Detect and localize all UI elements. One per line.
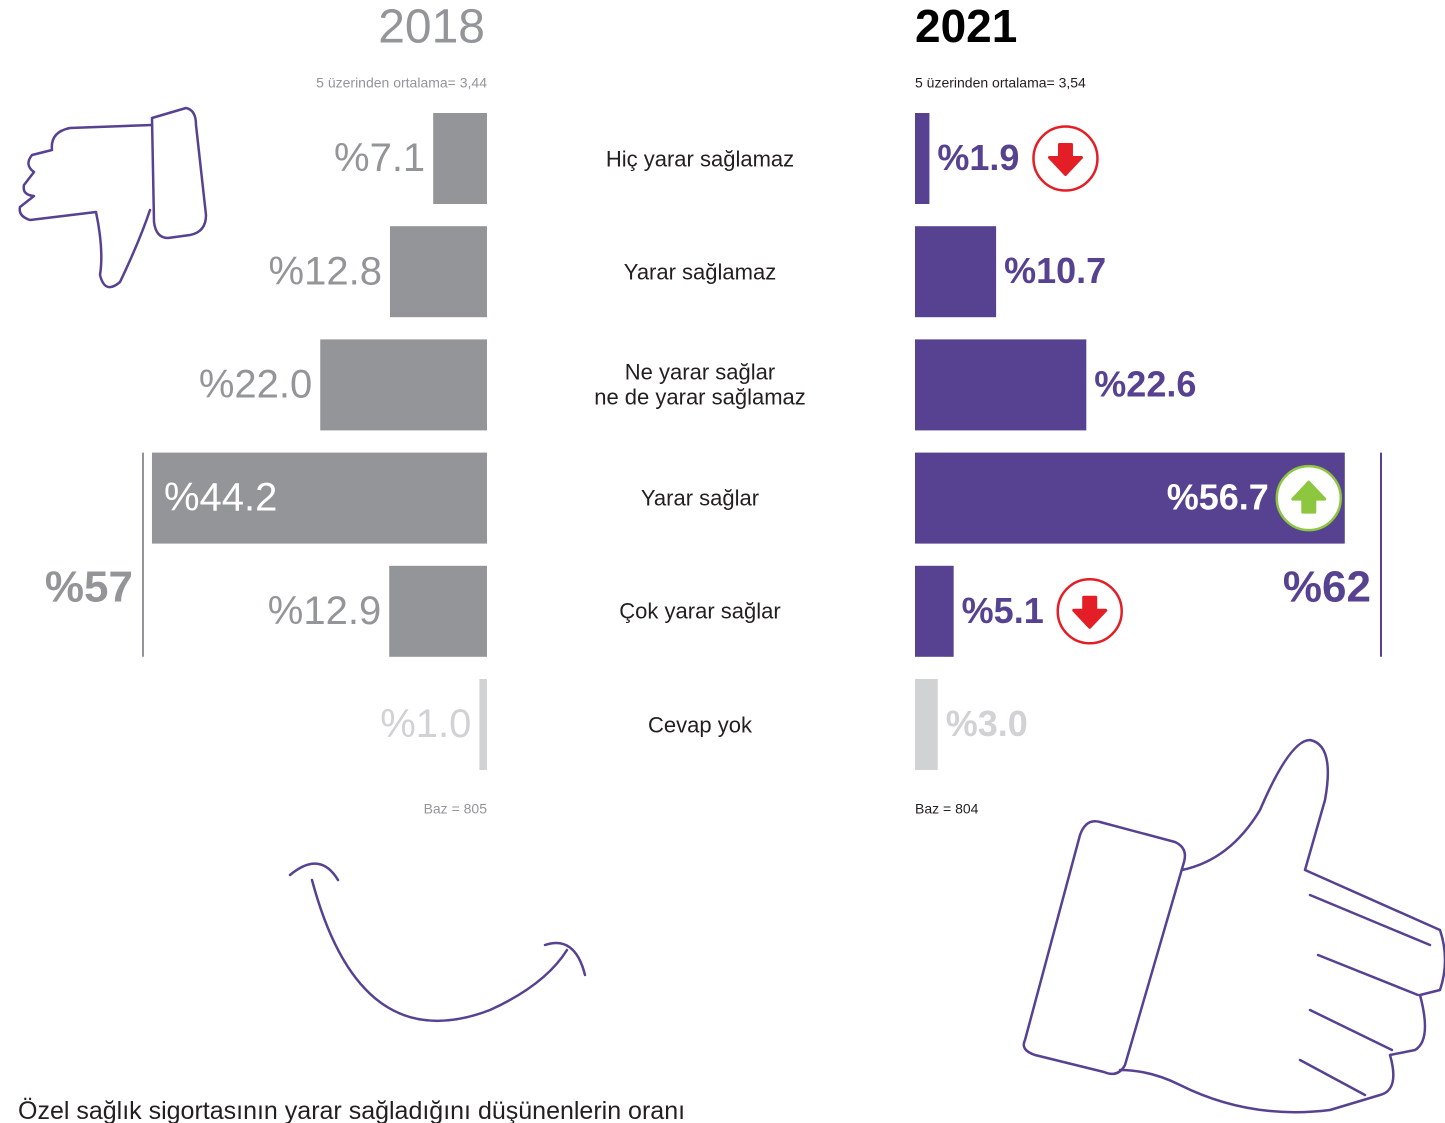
bar xyxy=(389,226,487,318)
bar xyxy=(915,226,997,318)
bar xyxy=(915,339,1087,431)
value-label: %5.1 xyxy=(962,590,1044,631)
base-note: Baz = 804 xyxy=(915,801,979,817)
bar xyxy=(433,113,487,204)
bar xyxy=(915,565,954,657)
smile xyxy=(288,862,587,1023)
chart-title: 2021 xyxy=(915,0,1017,52)
value-label: %22.0 xyxy=(199,362,312,406)
caption: Özel sağlık sigortasının yarar sağladığı… xyxy=(18,1097,686,1123)
chart-title: 2018 xyxy=(378,1,485,54)
chart-subtitle: 5 üzerinden ortalama= 3,54 xyxy=(915,75,1086,91)
bar xyxy=(915,679,938,770)
icon-arrow xyxy=(1047,143,1083,176)
value-label: %1.9 xyxy=(937,137,1019,178)
chart-subtitle: 5 üzerinden ortalama= 3,44 xyxy=(316,75,487,91)
thumb-down xyxy=(18,123,154,289)
value-label: %12.9 xyxy=(268,589,381,633)
category-label: Cevap yok xyxy=(648,711,752,737)
bar xyxy=(915,452,1345,544)
value-label: %56.7 xyxy=(1167,477,1269,518)
category-label: Yarar sağlamaz xyxy=(623,259,777,285)
thumb-up xyxy=(1118,738,1445,1114)
trend-up-icon xyxy=(1275,464,1343,532)
value-label: %7.1 xyxy=(334,136,425,180)
thumb-up-fingers xyxy=(1298,893,1432,1097)
bracket-label: %62 xyxy=(1283,562,1371,611)
thumb-up-cuff xyxy=(1022,820,1187,1076)
value-label: %1.0 xyxy=(380,702,471,746)
bar xyxy=(479,679,487,770)
trend-down-icon xyxy=(1056,578,1123,645)
bar xyxy=(389,565,487,657)
trend-down-icon xyxy=(1032,125,1099,192)
value-label: %44.2 xyxy=(164,476,277,520)
value-label: %10.7 xyxy=(1004,250,1106,291)
icon-arrow xyxy=(1291,480,1327,514)
bar xyxy=(915,113,930,204)
category-label: Hiç yarar sağlamaz xyxy=(605,145,795,171)
value-label: %3.0 xyxy=(946,703,1028,744)
bracket-label: %57 xyxy=(45,562,133,611)
category-label: Çok yarar sağlar xyxy=(619,598,781,624)
category-label: Yarar sağlar xyxy=(640,485,760,511)
bar xyxy=(320,339,487,431)
value-label: %12.8 xyxy=(269,249,382,293)
bar xyxy=(151,452,488,544)
base-note: Baz = 805 xyxy=(424,801,488,817)
decorations xyxy=(18,106,1445,1114)
value-label: %22.6 xyxy=(1094,363,1196,404)
thumb-down-cuff xyxy=(150,106,208,240)
icon-arrow xyxy=(1072,595,1108,629)
category-label: Ne yarar sağlar ne de yarar sağlamaz xyxy=(594,359,806,410)
